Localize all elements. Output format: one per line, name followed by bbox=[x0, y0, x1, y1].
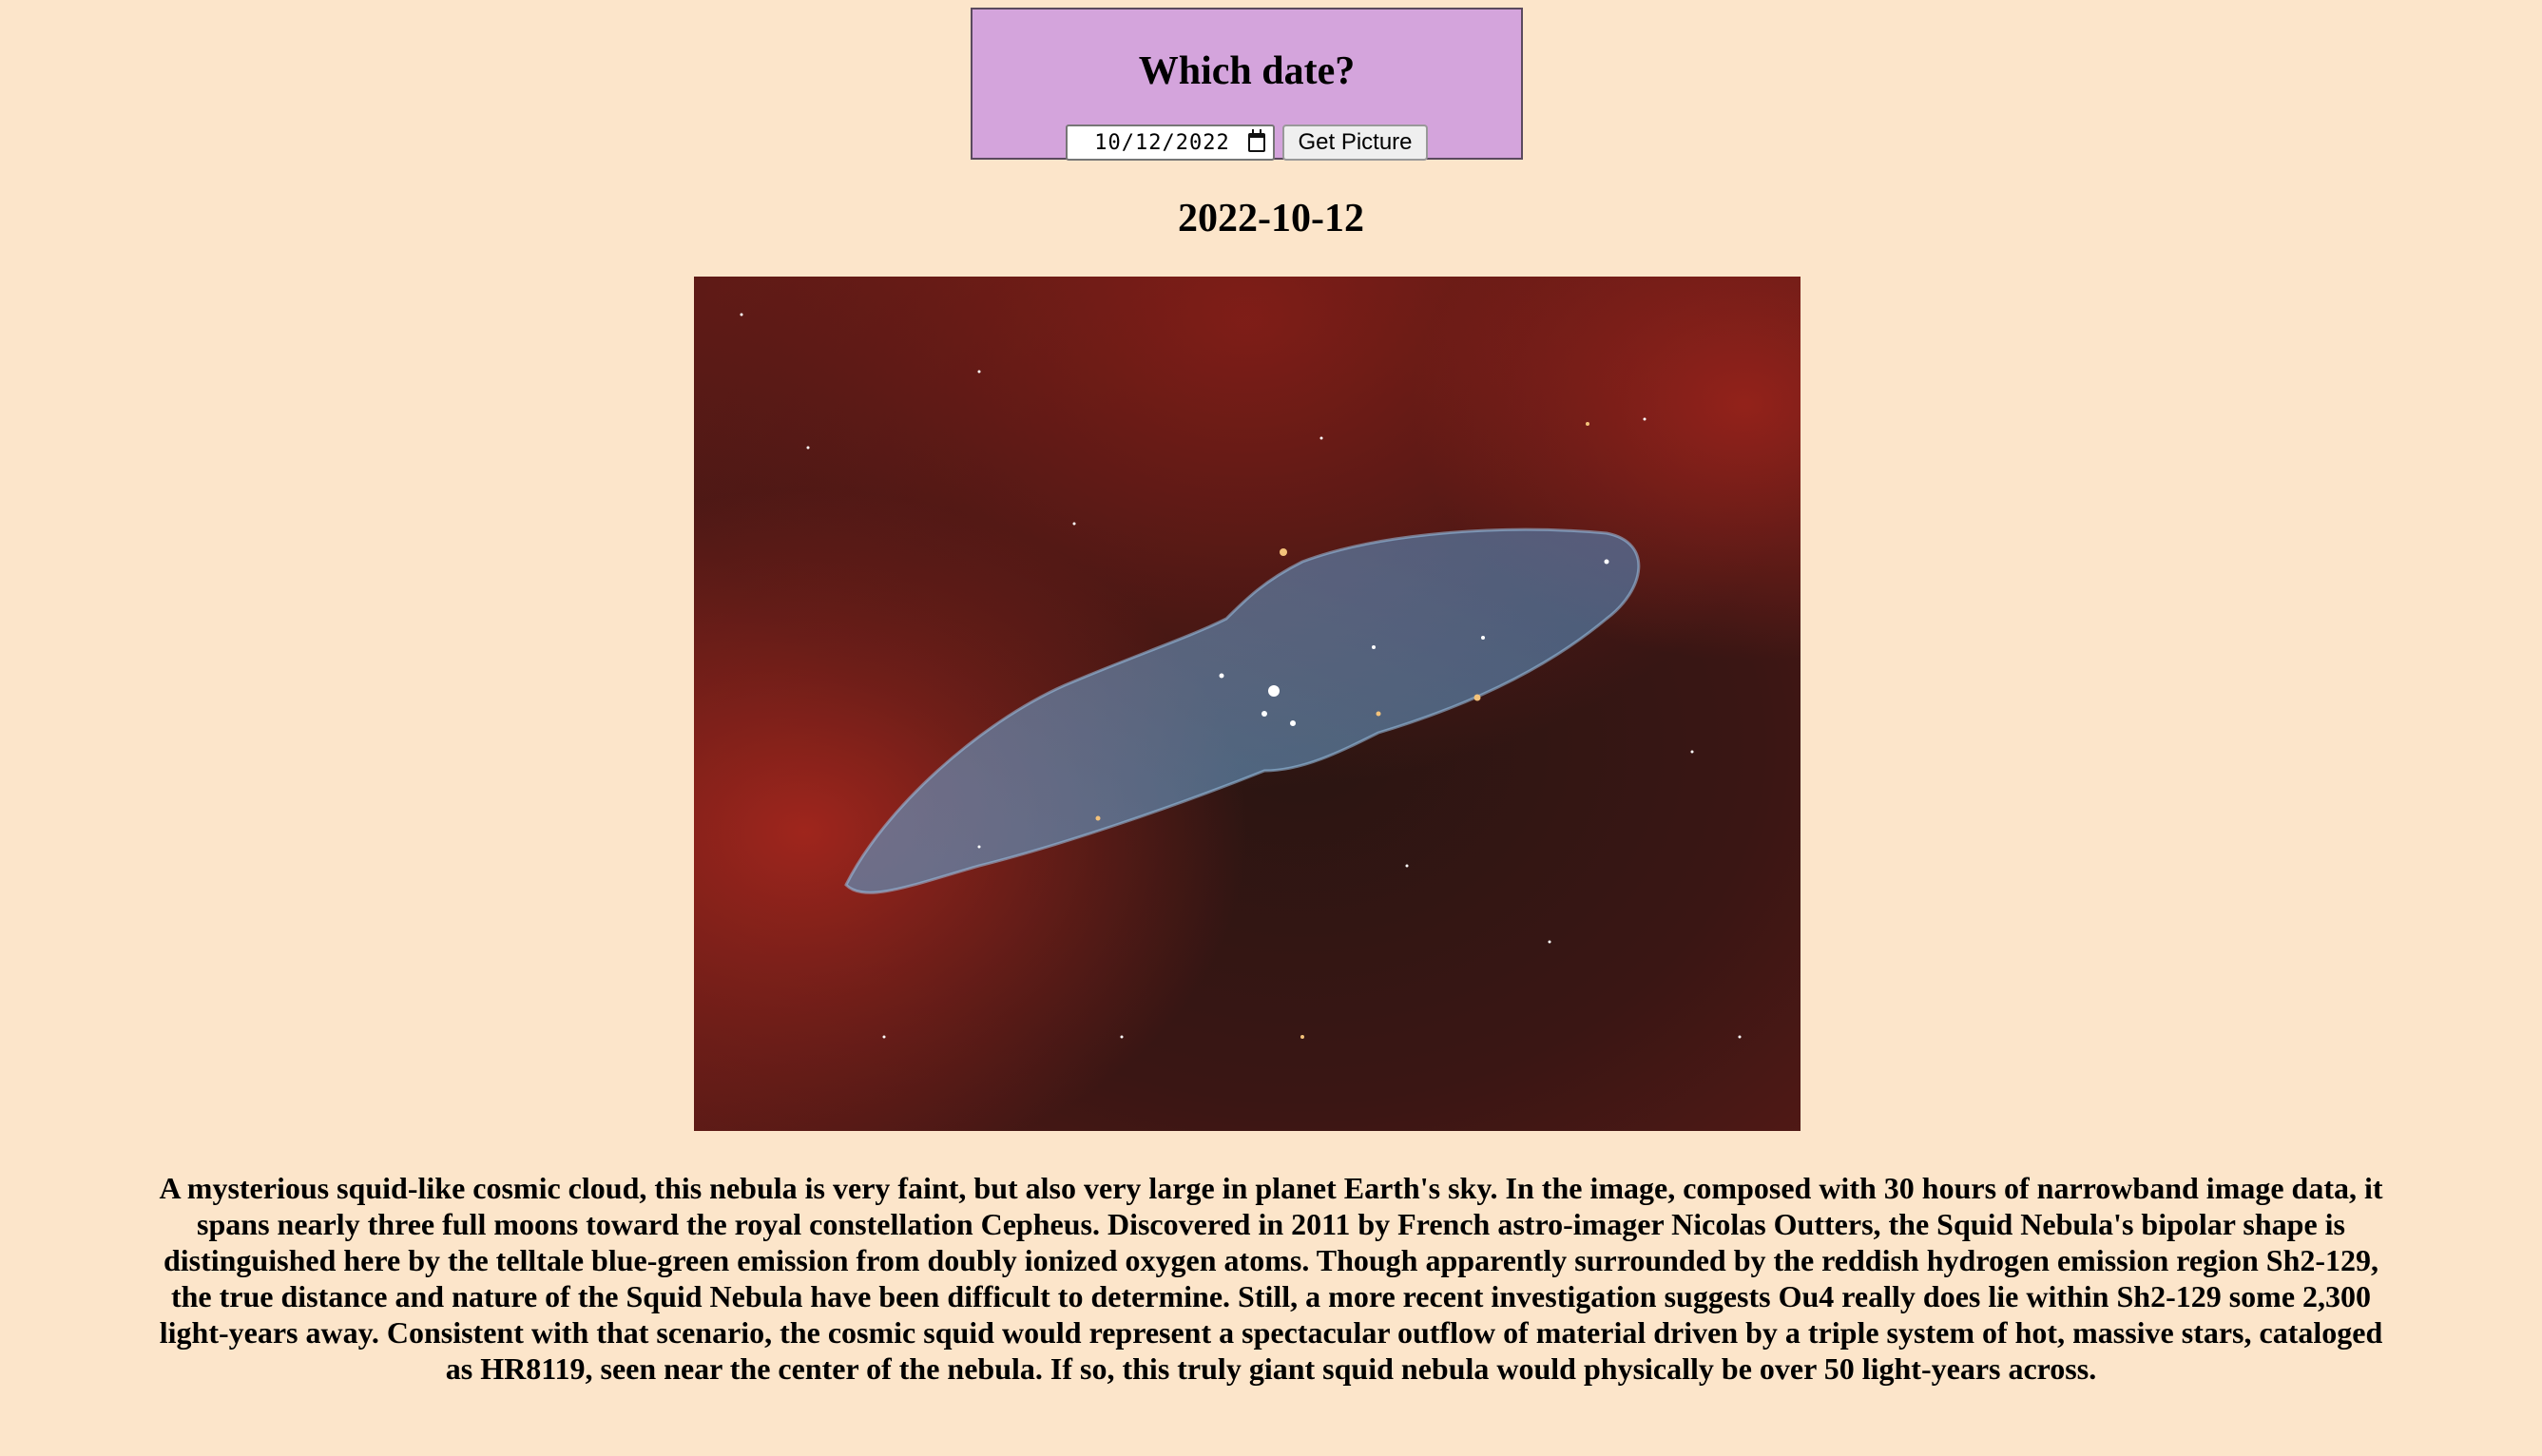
form-title: Which date? bbox=[1138, 49, 1356, 93]
calendar-icon[interactable] bbox=[1248, 129, 1266, 152]
date-input[interactable]: 10/12/2022 bbox=[1066, 125, 1276, 161]
astronomy-picture bbox=[694, 277, 1801, 1131]
date-input-value: 10/12/2022 bbox=[1094, 130, 1230, 155]
get-picture-button[interactable]: Get Picture bbox=[1282, 125, 1428, 161]
picture-explanation: A mysterious squid-like cosmic cloud, th… bbox=[159, 1171, 2383, 1386]
date-form: Which date? 10/12/2022 Get Picture bbox=[971, 8, 1523, 161]
picture-date: 2022-10-12 bbox=[1178, 197, 1364, 240]
form-controls: 10/12/2022 Get Picture bbox=[973, 125, 1521, 161]
